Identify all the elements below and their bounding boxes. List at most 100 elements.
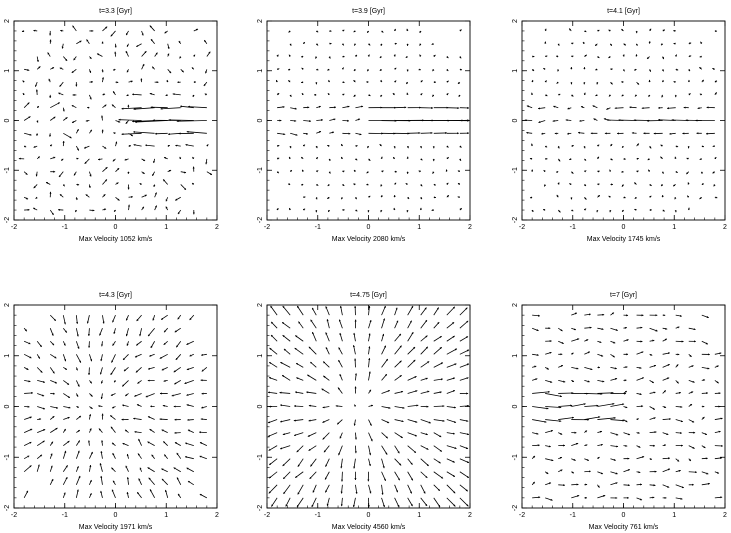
velocity-vector <box>115 182 119 185</box>
velocity-vector <box>407 432 418 437</box>
velocity-vector <box>380 209 383 213</box>
velocity-vector <box>186 467 194 473</box>
velocity-vector <box>328 79 331 83</box>
velocity-vector <box>149 353 155 357</box>
velocity-vector <box>134 393 142 397</box>
velocity-vector <box>153 158 156 164</box>
x-tick-label: 0 <box>114 224 118 231</box>
velocity-vector <box>701 145 705 148</box>
velocity-vector <box>294 391 304 394</box>
velocity-vector <box>459 445 469 450</box>
velocity-vector <box>584 196 587 200</box>
velocity-vector <box>62 476 68 485</box>
y-tick-label: 0 <box>512 404 519 408</box>
velocity-vector <box>394 390 404 394</box>
velocity-vector <box>584 458 590 461</box>
velocity-vector <box>289 94 292 98</box>
velocity-vector <box>154 205 157 211</box>
velocity-vector <box>597 340 602 343</box>
velocity-vector <box>558 456 563 460</box>
velocity-vector <box>121 132 142 136</box>
velocity-vector <box>688 93 691 96</box>
velocity-vector <box>433 445 443 452</box>
velocity-vector <box>420 80 423 83</box>
velocity-vector <box>329 106 337 109</box>
velocity-vector <box>381 406 391 409</box>
velocity-vector <box>636 326 643 329</box>
velocity-vector <box>394 374 402 381</box>
velocity-vector <box>714 380 719 384</box>
velocity-vector <box>110 426 116 433</box>
velocity-vector <box>277 106 285 109</box>
velocity-vector <box>115 120 121 123</box>
velocity-vector <box>177 314 182 320</box>
x-tick-label: -2 <box>11 224 17 231</box>
velocity-vector <box>75 489 79 498</box>
velocity-vector <box>325 332 330 342</box>
velocity-vector <box>145 144 155 147</box>
velocity-vector <box>316 183 319 186</box>
velocity-vector <box>597 430 603 433</box>
velocity-vector <box>83 145 90 149</box>
velocity-vector <box>307 374 317 381</box>
velocity-vector <box>407 346 416 355</box>
velocity-vector <box>23 353 32 359</box>
velocity-vector <box>420 346 429 355</box>
velocity-vector <box>33 184 38 189</box>
velocity-vector <box>381 345 387 355</box>
velocity-vector <box>23 340 31 345</box>
velocity-vector <box>89 451 93 459</box>
velocity-vector <box>49 478 54 485</box>
velocity-vector <box>36 354 41 359</box>
velocity-vector <box>87 440 91 446</box>
velocity-vector <box>407 305 414 316</box>
y-tick-label: 2 <box>4 19 11 23</box>
velocity-vector <box>309 471 317 480</box>
velocity-vector <box>545 482 552 486</box>
velocity-vector <box>111 489 116 499</box>
velocity-vector <box>301 169 304 172</box>
velocity-vector <box>381 419 390 424</box>
velocity-vector <box>433 362 444 368</box>
velocity-vector <box>394 307 398 316</box>
velocity-vector <box>152 171 156 177</box>
y-tick-label: 2 <box>257 19 264 23</box>
y-tick-label: 2 <box>512 19 519 23</box>
y-tick-label: -2 <box>4 505 11 511</box>
velocity-vector <box>701 471 709 475</box>
velocity-vector <box>394 471 401 481</box>
velocity-vector <box>134 430 142 434</box>
velocity-vector <box>163 340 168 346</box>
velocity-vector <box>200 418 207 421</box>
velocity-vector <box>50 67 55 70</box>
velocity-vector <box>608 94 611 97</box>
velocity-vector <box>571 471 575 474</box>
velocity-vector <box>635 43 638 46</box>
velocity-vector <box>675 380 679 384</box>
y-tick-label: 2 <box>4 303 11 307</box>
velocity-vector <box>673 81 676 84</box>
velocity-vector <box>85 194 90 198</box>
x-tick-label: 0 <box>367 512 371 519</box>
velocity-vector <box>201 406 207 409</box>
velocity-vector <box>111 354 116 363</box>
y-tick-label: -1 <box>512 167 519 173</box>
velocity-vector <box>59 67 64 70</box>
velocity-vector <box>353 419 356 426</box>
velocity-vector <box>62 354 67 362</box>
velocity-vector <box>406 92 409 96</box>
velocity-vector <box>307 432 317 437</box>
velocity-vector <box>121 107 142 110</box>
x-tick-label: 0 <box>622 512 626 519</box>
velocity-vector <box>433 321 440 329</box>
velocity-vector <box>151 454 155 459</box>
velocity-vector <box>147 366 155 370</box>
y-tick-label: 2 <box>512 303 519 307</box>
velocity-vector <box>206 144 209 147</box>
y-tick-label: 1 <box>257 354 264 358</box>
velocity-vector <box>701 416 705 420</box>
velocity-vector <box>153 184 156 188</box>
velocity-vector <box>316 105 321 109</box>
velocity-vector <box>296 497 304 508</box>
